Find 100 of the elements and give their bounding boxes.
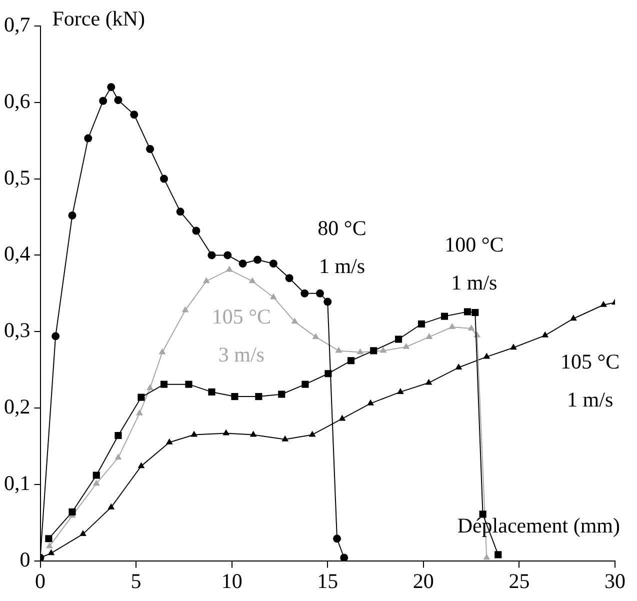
point xyxy=(222,429,230,436)
x-tick-label: 30 xyxy=(604,568,626,593)
y-tick-label: 0 xyxy=(20,547,30,572)
point xyxy=(418,320,426,328)
point xyxy=(248,277,256,284)
point xyxy=(114,96,122,104)
point xyxy=(324,298,332,306)
point xyxy=(107,83,116,92)
point xyxy=(226,266,233,272)
point xyxy=(46,542,53,548)
y-tick-label: 0,4 xyxy=(4,242,31,266)
point xyxy=(483,554,490,560)
point xyxy=(231,393,238,400)
point xyxy=(380,346,387,353)
point xyxy=(68,211,76,220)
point xyxy=(302,380,309,388)
point xyxy=(425,378,432,385)
y-axis-title: Force (kN) xyxy=(52,6,145,31)
point xyxy=(176,208,184,216)
point xyxy=(347,357,355,364)
point xyxy=(300,289,309,298)
point xyxy=(255,393,262,400)
x-tick-label: 20 xyxy=(412,568,434,593)
point xyxy=(510,344,517,350)
point xyxy=(52,332,60,340)
point xyxy=(291,318,298,324)
point xyxy=(448,323,456,330)
point xyxy=(600,300,607,307)
point xyxy=(269,260,278,268)
point xyxy=(282,435,289,442)
point xyxy=(308,430,316,437)
point xyxy=(48,549,55,556)
point xyxy=(426,332,433,339)
point xyxy=(138,394,145,401)
point xyxy=(312,332,320,339)
point xyxy=(224,251,232,260)
point xyxy=(160,174,168,183)
point xyxy=(114,432,122,440)
point xyxy=(238,260,247,268)
point xyxy=(146,384,154,390)
x-tick-label: 5 xyxy=(130,568,142,593)
point xyxy=(136,409,143,416)
point xyxy=(84,134,92,142)
point xyxy=(182,306,189,312)
point xyxy=(356,348,364,354)
x-tick-label: 25 xyxy=(508,568,530,593)
point xyxy=(250,430,257,437)
x-tick-label: 10 xyxy=(221,568,242,593)
point xyxy=(270,293,277,300)
point xyxy=(190,430,198,437)
point xyxy=(455,364,462,370)
point xyxy=(333,534,342,543)
point xyxy=(138,462,145,468)
y-tick-label: 0,5 xyxy=(4,165,30,190)
point xyxy=(440,312,448,320)
point xyxy=(108,503,115,510)
point xyxy=(338,414,346,421)
y-tick-label: 0,6 xyxy=(4,88,30,113)
point xyxy=(278,390,286,398)
y-tick-label: 0,3 xyxy=(4,318,30,342)
series-label: 80 °C 1 m/s xyxy=(318,216,366,278)
point xyxy=(68,508,76,516)
point xyxy=(99,96,108,105)
point xyxy=(208,388,216,396)
point xyxy=(254,256,262,264)
point xyxy=(570,314,577,321)
point xyxy=(542,331,549,338)
point xyxy=(472,308,479,316)
point xyxy=(130,110,138,119)
point xyxy=(192,226,200,235)
point xyxy=(92,472,100,479)
point xyxy=(340,554,348,561)
point xyxy=(396,388,404,394)
series-label: 100 °C 1 m/s xyxy=(444,232,504,295)
point xyxy=(285,274,294,282)
y-tick-label: 0,2 xyxy=(4,394,30,419)
point xyxy=(146,145,154,154)
point xyxy=(394,336,402,343)
point xyxy=(483,352,490,359)
point xyxy=(464,308,472,316)
y-tick-label: 0,7 xyxy=(4,12,30,37)
point xyxy=(316,289,324,298)
point xyxy=(166,438,173,444)
point xyxy=(494,551,502,558)
point xyxy=(335,346,342,353)
point xyxy=(114,454,122,460)
y-tick-label: 0,1 xyxy=(4,470,30,495)
x-tick-label: 15 xyxy=(317,568,338,593)
series-label: 105 °C 3 m/s xyxy=(212,304,271,366)
point xyxy=(92,480,100,486)
point xyxy=(158,348,166,354)
point xyxy=(370,347,378,354)
point xyxy=(402,342,410,349)
point xyxy=(208,251,216,260)
point xyxy=(468,324,475,331)
point xyxy=(160,380,168,388)
series-label: 105 °C 1 m/s xyxy=(560,350,620,412)
point xyxy=(367,399,374,406)
x-tick-label: 0 xyxy=(35,568,46,593)
point xyxy=(202,277,210,284)
